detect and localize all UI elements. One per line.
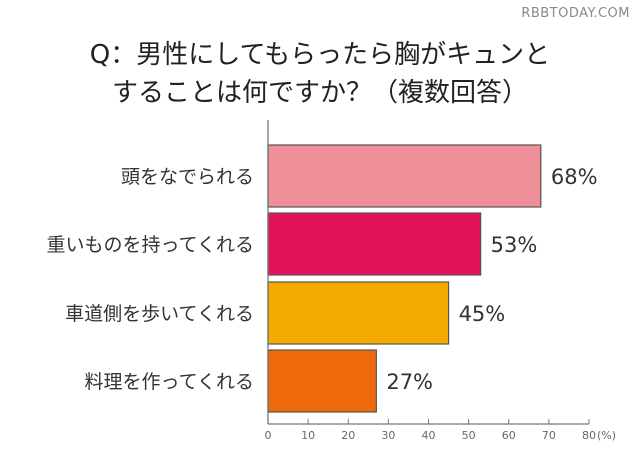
category-label: 料理を作ってくれる [85,371,254,393]
value-label: 27% [386,370,433,394]
category-label: 車道側を歩いてくれる [65,303,254,325]
x-tick-label: 50 [462,429,476,442]
x-tick-label: 40 [422,429,436,442]
x-tick-label: 80 [582,429,596,442]
x-tick-label: 20 [341,429,355,442]
bar [267,281,450,345]
x-unit-label: (%) [597,429,616,442]
category-label: 重いものを持ってくれる [47,234,254,256]
x-tick-label: 70 [542,429,556,442]
bar [267,349,377,413]
value-label: 68% [551,165,598,189]
x-tick-label: 0 [265,429,272,442]
value-label: 45% [459,302,506,326]
x-tick-label: 60 [502,429,516,442]
category-label: 頭をなでられる [121,166,254,188]
x-tick-label: 10 [301,429,315,442]
bar [267,144,542,208]
x-tick-label: 30 [381,429,395,442]
chart-title: Q：男性にしてもらったら胸がキュンと することは何ですか？（複数回答） [0,36,640,112]
chart-title-line-1: Q：男性にしてもらったら胸がキュンと [89,40,551,70]
chart-title-line-2: することは何ですか？（複数回答） [111,78,528,108]
value-label: 53% [491,233,538,257]
watermark: RBBTODAY.COM [521,6,630,21]
bar [267,212,482,276]
